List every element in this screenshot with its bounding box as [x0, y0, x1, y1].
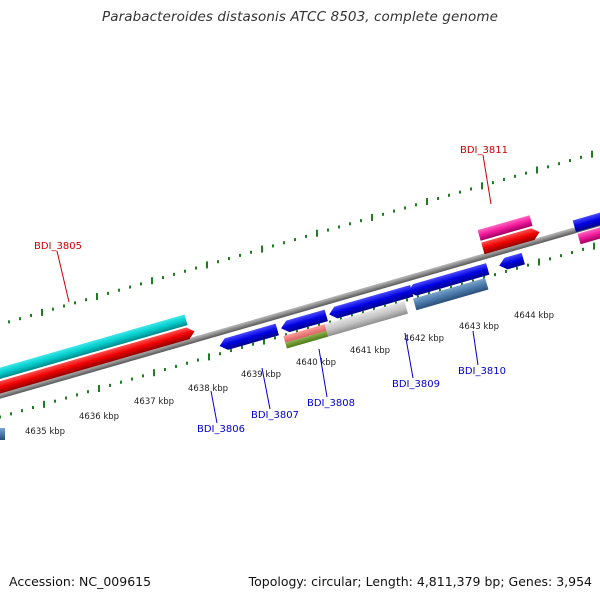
kbp-label: 4640 kbp [296, 358, 336, 368]
gene-bdi-3808[interactable] [327, 284, 414, 320]
kbp-label: 4641 kbp [350, 346, 390, 356]
gene-pink-right[interactable] [577, 218, 600, 245]
gene-bdi-3809-steel[interactable] [413, 277, 489, 311]
gene-bdi-3807-olive[interactable] [285, 330, 329, 349]
coordinate-labels: 4635 kbp 4636 kbp 4637 kbp 4638 kbp 4639… [25, 311, 554, 437]
kbp-label: 4635 kbp [25, 427, 65, 437]
gene-bdi-3806[interactable] [218, 323, 279, 352]
genome-backbone [0, 189, 600, 428]
gene-label-bdi-3808[interactable]: BDI_3808 [307, 398, 355, 409]
gene-label-bdi-3809[interactable]: BDI_3809 [392, 379, 440, 390]
kbp-label: 4643 kbp [459, 322, 499, 332]
gene-label-bdi-3806[interactable]: BDI_3806 [197, 424, 245, 435]
label-leader-lines [56, 154, 492, 424]
gene-bdi-3810[interactable] [498, 252, 525, 271]
accession-text: Accession: NC_009615 [9, 574, 152, 589]
kbp-label: 4636 kbp [79, 412, 119, 422]
kbp-label: 4642 kbp [404, 334, 444, 344]
kbp-label: 4644 kbp [514, 311, 554, 321]
gene-blue-right[interactable] [572, 209, 600, 233]
kbp-label: 4637 kbp [134, 397, 174, 407]
gene-bdi-3809[interactable] [406, 263, 490, 297]
kbp-label: 4638 kbp [188, 384, 228, 394]
gene-bdi-3811[interactable] [481, 226, 541, 255]
gene-bdi-3805-cyan[interactable] [0, 314, 188, 402]
gene-bdi-3807-salmon[interactable] [283, 324, 327, 343]
gene-label-bdi-3805[interactable]: BDI_3805 [34, 241, 82, 252]
genome-summary-text: Topology: circular; Length: 4,811,379 bp… [248, 574, 592, 589]
map-title: Parabacteroides distasonis ATCC 8503, co… [101, 9, 499, 25]
gene-labels: BDI_3805 BDI_3811 BDI_3806 BDI_3807 BDI_… [34, 145, 508, 435]
gene-bdi-3808-gray[interactable] [324, 301, 408, 337]
gene-left-edge[interactable] [0, 428, 5, 440]
gene-label-bdi-3807[interactable]: BDI_3807 [251, 410, 299, 421]
kbp-label: 4639 kbp [241, 370, 281, 380]
forward-tick-track [8, 150, 593, 324]
gene-bdi-3807[interactable] [279, 309, 328, 335]
gene-label-bdi-3811[interactable]: BDI_3811 [460, 145, 508, 156]
reverse-tick-track [0, 242, 595, 419]
gene-bdi-3805[interactable] [0, 326, 196, 416]
gene-bdi-3811-pink[interactable] [477, 215, 533, 241]
gene-label-bdi-3810[interactable]: BDI_3810 [458, 366, 506, 377]
